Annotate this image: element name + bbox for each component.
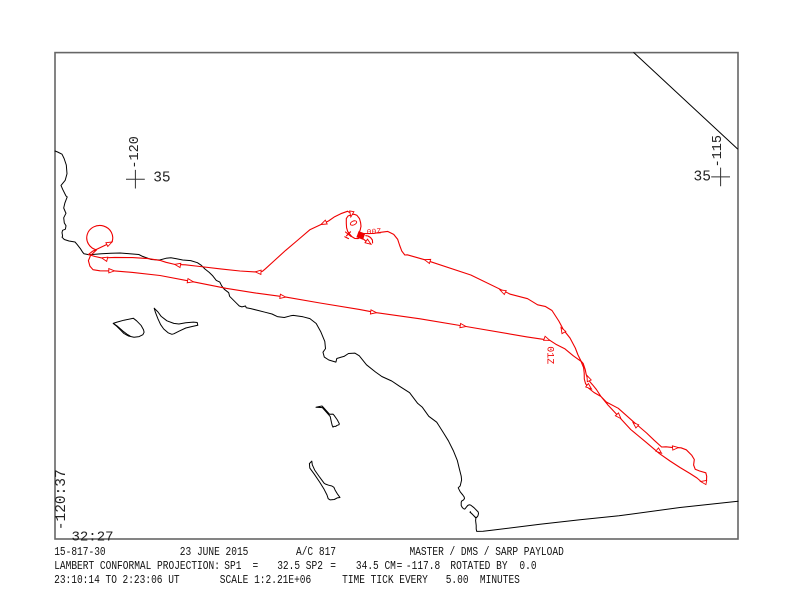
svg-text:MASTER / DMS / SARP PAYLOAD: MASTER / DMS / SARP PAYLOAD <box>410 546 564 559</box>
svg-text:35: 35 <box>153 170 170 186</box>
svg-text:00Z: 00Z <box>367 228 382 237</box>
svg-text:-120: -120 <box>128 136 143 168</box>
svg-text:-120:37: -120:37 <box>54 469 70 530</box>
svg-text:MINUTES: MINUTES <box>480 574 520 587</box>
svg-text:32:27: 32:27 <box>72 530 114 546</box>
svg-text:5.00: 5.00 <box>446 574 469 587</box>
svg-text:SCALE 1:2.21E+06: SCALE 1:2.21E+06 <box>220 574 311 587</box>
svg-text:SP1: SP1 <box>224 560 241 573</box>
svg-text:32.5 SP2: 32.5 SP2 <box>277 560 323 573</box>
svg-text:35: 35 <box>694 169 711 185</box>
svg-text:34.5 CM: 34.5 CM <box>356 560 396 573</box>
svg-text:=: = <box>253 560 259 573</box>
svg-text:-115: -115 <box>711 135 726 167</box>
svg-text:0.0: 0.0 <box>519 560 536 573</box>
svg-text:23 JUNE 2015: 23 JUNE 2015 <box>180 546 249 559</box>
svg-text:23:10:14 TO: 23:10:14 TO <box>54 574 117 587</box>
svg-text:01Z: 01Z <box>544 346 555 364</box>
svg-text:15-817-30: 15-817-30 <box>54 546 105 559</box>
svg-text:A/C 817: A/C 817 <box>296 546 336 559</box>
svg-text:=: = <box>330 560 336 573</box>
svg-text:=: = <box>397 560 403 573</box>
svg-text:LAMBERT CONFORMAL PROJECTION:: LAMBERT CONFORMAL PROJECTION: <box>54 560 220 573</box>
svg-text:ROTATED BY: ROTATED BY <box>450 560 508 573</box>
svg-text:-117.8: -117.8 <box>406 560 440 573</box>
svg-text:2:23:06 UT: 2:23:06 UT <box>123 574 181 587</box>
svg-text:TIME TICK EVERY: TIME TICK EVERY <box>342 574 428 587</box>
